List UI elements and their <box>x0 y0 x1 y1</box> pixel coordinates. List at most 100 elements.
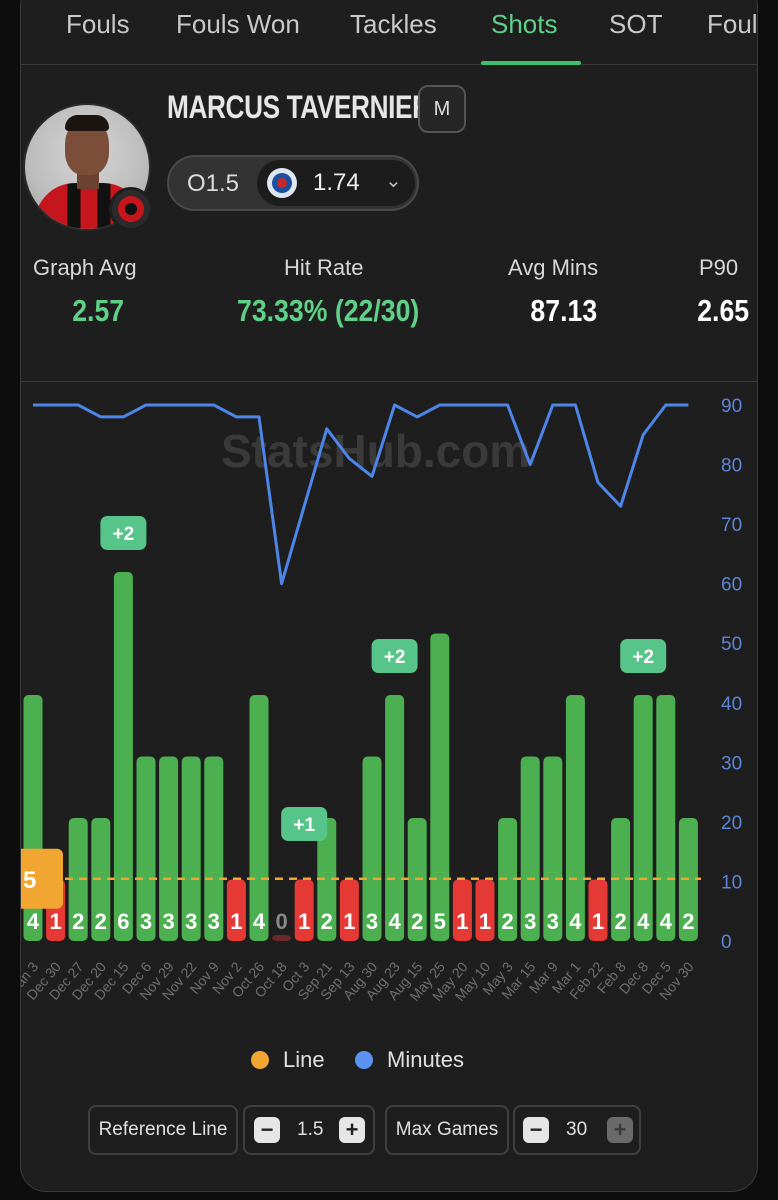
bar-11 <box>272 935 292 941</box>
badge-label-27: +2 <box>632 647 654 668</box>
reference-line-minus-button[interactable]: − <box>254 1117 280 1143</box>
bar-value-label-17: 2 <box>411 909 423 934</box>
bar-value-label-27: 4 <box>637 909 650 934</box>
bar-20 <box>475 879 495 941</box>
tab-fouls[interactable]: Fouls <box>66 9 130 39</box>
right-axis-tick-90: 90 <box>721 396 742 417</box>
bar-value-label-9: 1 <box>230 909 242 934</box>
right-axis-tick-10: 10 <box>721 872 742 893</box>
right-axis-tick-50: 50 <box>721 634 742 655</box>
stat-tabs: Fouls Fouls Won Tackles Shots SOT Fouls … <box>21 1 758 65</box>
divider <box>21 381 757 382</box>
bookmaker-icon <box>267 168 297 198</box>
tab-sot[interactable]: SOT <box>609 9 663 39</box>
bar-5 <box>136 756 156 941</box>
bar-value-label-8: 3 <box>208 909 220 934</box>
graph-avg-label: Graph Avg <box>33 255 137 280</box>
bar-21 <box>498 818 518 941</box>
right-axis-tick-70: 70 <box>721 515 742 536</box>
player-card: Fouls Fouls Won Tackles Shots SOT Fouls … <box>20 0 758 1192</box>
bar-6 <box>159 756 179 941</box>
position-badge: M <box>418 85 466 133</box>
legend-minutes[interactable]: Minutes <box>355 1047 464 1073</box>
tab-shots[interactable]: Shots <box>491 9 558 39</box>
bar-7 <box>181 756 201 941</box>
bar-13 <box>317 818 337 941</box>
bar-22 <box>520 756 540 941</box>
bar-12 <box>294 879 314 941</box>
bar-4 <box>113 572 133 941</box>
bar-value-label-24: 4 <box>569 909 582 934</box>
bar-18 <box>430 633 450 941</box>
tab-tackles[interactable]: Tackles <box>350 9 437 39</box>
bar-10 <box>249 695 269 941</box>
reference-line-plus-button[interactable]: + <box>339 1117 365 1143</box>
reference-line-value-label: 5 <box>23 867 36 894</box>
bar-value-label-15: 3 <box>366 909 378 934</box>
p90-label: P90 <box>699 255 739 280</box>
bar-value-label-26: 2 <box>614 909 626 934</box>
p90-value: 2.65 <box>697 293 750 328</box>
avg-mins-label: Avg Mins <box>508 255 599 280</box>
odds-dropdown[interactable]: 1.74 ⌄ <box>257 160 415 206</box>
bar-value-label-13: 2 <box>321 909 333 934</box>
bar-value-label-16: 4 <box>388 909 401 934</box>
legend-line-label: Line <box>283 1047 325 1072</box>
bar-value-label-3: 2 <box>95 909 107 934</box>
bar-value-label-7: 3 <box>185 909 197 934</box>
line-legend-dot-icon <box>251 1051 269 1069</box>
graph-avg-value: 2.57 <box>72 293 125 328</box>
chevron-down-icon: ⌄ <box>385 170 402 192</box>
bar-23 <box>543 756 563 941</box>
badge-12 <box>281 807 328 841</box>
bar-value-label-14: 1 <box>343 909 355 934</box>
reference-line-marker <box>21 848 63 909</box>
bar-value-label-11: 0 <box>275 909 287 934</box>
bar-value-label-12: 1 <box>298 909 310 934</box>
reference-line-label: Reference Line <box>98 1119 228 1140</box>
bar-8 <box>204 756 224 941</box>
hit-rate-value: 73.33% (22/30) <box>237 293 420 328</box>
bar-value-label-1: 1 <box>49 909 61 934</box>
badge-label-16: +2 <box>384 647 406 668</box>
bar-value-label-29: 2 <box>682 909 694 934</box>
bar-24 <box>565 695 585 941</box>
bar-15 <box>362 756 382 941</box>
minutes-legend-dot-icon <box>355 1051 373 1069</box>
legend-line[interactable]: Line <box>251 1047 325 1073</box>
bar-value-label-5: 3 <box>140 909 152 934</box>
bar-value-label-23: 3 <box>547 909 559 934</box>
avg-mins-value: 87.13 <box>530 293 598 328</box>
bar-26 <box>611 818 631 941</box>
badge-label-4: +2 <box>113 524 135 545</box>
bar-25 <box>588 879 608 941</box>
right-axis-tick-0: 0 <box>721 932 732 953</box>
minutes-line <box>33 403 689 586</box>
bar-value-label-21: 2 <box>501 909 513 934</box>
bar-value-label-0: 4 <box>27 909 40 934</box>
line-selector[interactable]: O1.5 1.74 ⌄ <box>167 155 419 211</box>
max-games-value: 30 <box>566 1119 588 1140</box>
tab-fouls-committed[interactable]: Fouls Committed <box>707 9 758 39</box>
club-crest-icon <box>109 187 153 231</box>
bar-9 <box>226 879 246 941</box>
bar-value-label-18: 5 <box>434 909 446 934</box>
bar-14 <box>339 879 359 941</box>
line-label: O1.5 <box>187 170 240 197</box>
right-axis-tick-40: 40 <box>721 694 742 715</box>
bar-27 <box>633 695 653 941</box>
odds-value: 1.74 <box>313 169 360 196</box>
reference-line-label-box: Reference Line <box>88 1105 238 1155</box>
legend-minutes-label: Minutes <box>387 1047 465 1072</box>
bar-value-label-20: 1 <box>479 909 491 934</box>
player-name: MARCUS TAVERNIER <box>167 89 431 125</box>
max-games-plus-button[interactable]: + <box>607 1117 633 1143</box>
hit-rate-label: Hit Rate <box>284 255 364 280</box>
active-tab-indicator <box>481 61 581 65</box>
right-axis-tick-20: 20 <box>721 813 742 834</box>
badge-16 <box>371 639 418 673</box>
max-games-minus-button[interactable]: − <box>523 1117 549 1143</box>
tab-fouls-won[interactable]: Fouls Won <box>176 9 300 39</box>
badge-4 <box>100 516 147 550</box>
